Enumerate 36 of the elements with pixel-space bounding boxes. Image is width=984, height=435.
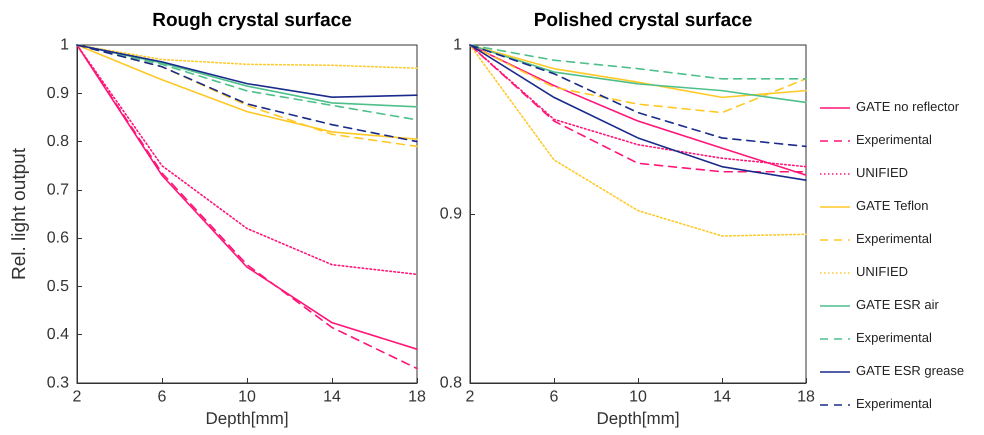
- legend-label: GATE ESR grease: [856, 363, 964, 378]
- legend-label: Experimental: [856, 330, 932, 345]
- legend-label: Experimental: [856, 396, 932, 411]
- y-tick-label: 0.3: [46, 374, 70, 392]
- y-axis-title: Rel. light output: [9, 147, 30, 280]
- y-tick-label: 1: [453, 36, 462, 54]
- x-tick-label: 10: [629, 388, 647, 406]
- legend-label: UNIFIED: [856, 165, 908, 180]
- legend-label: GATE Teflon: [856, 198, 928, 213]
- x-tick-label: 18: [408, 388, 426, 406]
- x-axis-title: Depth[mm]: [596, 408, 680, 428]
- chart-title: Polished crystal surface: [534, 10, 752, 31]
- y-tick-label: 1: [60, 36, 70, 54]
- x-tick-label: 2: [466, 388, 475, 406]
- x-tick-label: 14: [713, 388, 731, 406]
- y-tick-label: 0.9: [440, 206, 462, 222]
- y-tick-label: 0.5: [46, 278, 70, 295]
- x-axis-title: Depth[mm]: [205, 408, 289, 428]
- legend-label: GATE no reflector: [856, 99, 960, 114]
- x-tick-label: 10: [238, 388, 256, 406]
- x-tick-label: 6: [550, 388, 559, 406]
- x-tick-label: 14: [323, 388, 341, 406]
- y-tick-label: 0.6: [46, 230, 70, 247]
- y-tick-label: 0.8: [46, 133, 70, 150]
- legend-label: UNIFIED: [856, 264, 908, 279]
- y-tick-label: 0.8: [440, 374, 462, 392]
- x-tick-label: 18: [797, 388, 815, 406]
- y-tick-label: 0.4: [46, 326, 70, 344]
- legend-label: Experimental: [856, 231, 932, 246]
- x-tick-label: 6: [158, 388, 167, 406]
- chart-title: Rough crystal surface: [152, 10, 352, 31]
- y-tick-label: 0.7: [46, 181, 70, 198]
- y-tick-label: 0.9: [46, 84, 70, 102]
- legend-label: Experimental: [856, 132, 932, 147]
- x-tick-label: 2: [72, 388, 82, 406]
- legend-label: GATE ESR air: [856, 297, 940, 312]
